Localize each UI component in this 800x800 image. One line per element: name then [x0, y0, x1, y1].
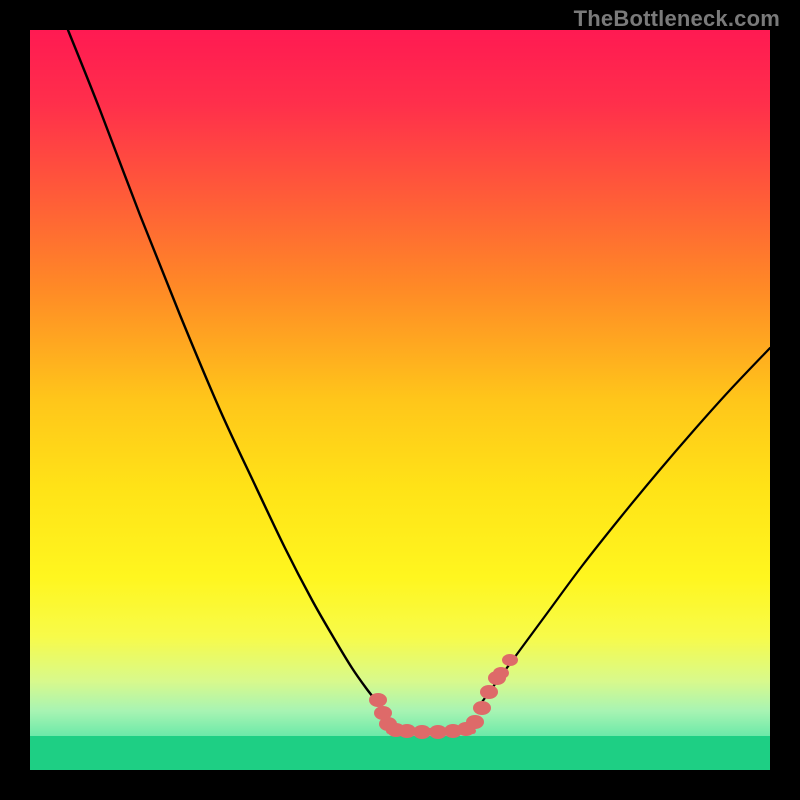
gradient-background: [30, 30, 770, 770]
watermark-text: TheBottleneck.com: [574, 6, 780, 32]
green-band: [30, 736, 770, 770]
bottleneck-curve-chart: [30, 30, 770, 770]
chart-frame: TheBottleneck.com: [0, 0, 800, 800]
